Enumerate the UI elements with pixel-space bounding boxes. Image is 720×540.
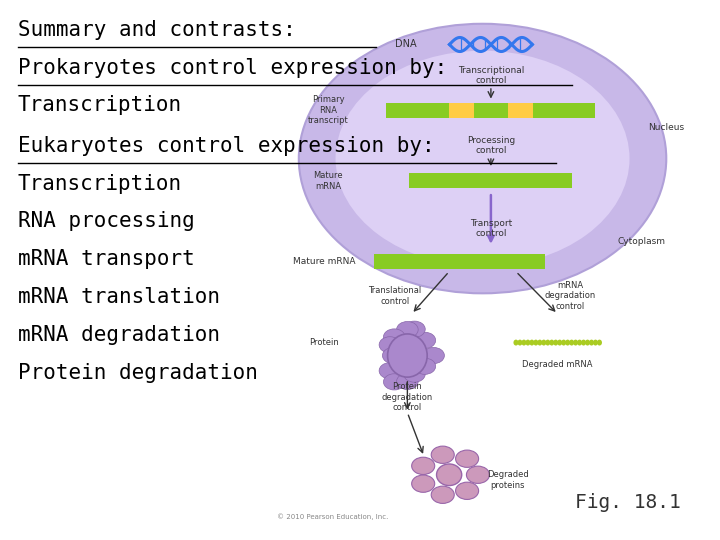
Ellipse shape <box>384 329 405 345</box>
Text: mRNA
degradation
control: mRNA degradation control <box>544 281 596 311</box>
Text: Mature
mRNA: Mature mRNA <box>313 171 343 191</box>
Text: mRNA transport: mRNA transport <box>18 249 194 269</box>
Text: Transcription: Transcription <box>18 173 182 194</box>
Bar <box>410 173 572 188</box>
Text: DNA: DNA <box>395 39 417 50</box>
Ellipse shape <box>384 374 405 390</box>
Text: Degraded mRNA: Degraded mRNA <box>523 360 593 369</box>
Ellipse shape <box>534 340 539 346</box>
Ellipse shape <box>569 340 574 346</box>
Ellipse shape <box>573 340 578 346</box>
Ellipse shape <box>537 340 542 346</box>
Text: Cytoplasm: Cytoplasm <box>617 237 665 246</box>
Ellipse shape <box>379 337 401 353</box>
Ellipse shape <box>565 340 570 346</box>
Ellipse shape <box>456 450 479 467</box>
Ellipse shape <box>397 373 418 389</box>
Text: Eukaryotes control expression by:: Eukaryotes control expression by: <box>18 136 435 156</box>
Ellipse shape <box>526 340 531 346</box>
Ellipse shape <box>467 466 490 483</box>
Ellipse shape <box>431 446 454 463</box>
Text: Protein: Protein <box>309 338 338 347</box>
Ellipse shape <box>597 340 602 346</box>
Text: Processing
control: Processing control <box>467 136 515 156</box>
Ellipse shape <box>387 334 427 377</box>
Ellipse shape <box>513 340 518 346</box>
Ellipse shape <box>593 340 598 346</box>
Text: Transcription: Transcription <box>18 95 182 116</box>
Ellipse shape <box>404 321 426 338</box>
Text: Fig. 18.1: Fig. 18.1 <box>575 493 680 512</box>
Ellipse shape <box>581 340 586 346</box>
Bar <box>449 103 474 118</box>
Ellipse shape <box>549 340 554 346</box>
Text: Prokaryotes control expression by:: Prokaryotes control expression by: <box>18 57 447 78</box>
Ellipse shape <box>545 340 550 346</box>
Ellipse shape <box>521 340 526 346</box>
Text: © 2010 Pearson Education, Inc.: © 2010 Pearson Education, Inc. <box>276 513 388 520</box>
Ellipse shape <box>436 464 462 485</box>
Bar <box>508 103 533 118</box>
Ellipse shape <box>589 340 594 346</box>
Ellipse shape <box>382 347 404 363</box>
Ellipse shape <box>379 363 401 379</box>
Ellipse shape <box>541 340 546 346</box>
Ellipse shape <box>553 340 558 346</box>
Ellipse shape <box>518 340 523 346</box>
Text: Mature mRNA: Mature mRNA <box>292 257 355 266</box>
Ellipse shape <box>456 482 479 500</box>
Text: Translational
control: Translational control <box>368 286 421 306</box>
Text: Summary and contrasts:: Summary and contrasts: <box>18 19 296 40</box>
Text: mRNA translation: mRNA translation <box>18 287 220 307</box>
Ellipse shape <box>404 366 426 382</box>
Ellipse shape <box>414 332 436 348</box>
Text: Nucleus: Nucleus <box>648 123 684 132</box>
Text: RNA processing: RNA processing <box>18 211 194 232</box>
Ellipse shape <box>336 51 629 266</box>
Bar <box>374 254 545 269</box>
Text: Transport
control: Transport control <box>469 219 512 238</box>
Text: Primary
RNA
transcript: Primary RNA transcript <box>307 96 348 125</box>
Text: Protein
degradation
control: Protein degradation control <box>382 382 433 412</box>
Ellipse shape <box>529 340 534 346</box>
Bar <box>387 103 595 118</box>
Ellipse shape <box>577 340 582 346</box>
Text: Degraded
proteins: Degraded proteins <box>487 470 528 490</box>
Ellipse shape <box>397 321 418 338</box>
Ellipse shape <box>412 475 435 492</box>
Text: mRNA degradation: mRNA degradation <box>18 325 220 345</box>
Text: Transcriptional
control: Transcriptional control <box>458 66 524 85</box>
Ellipse shape <box>431 486 454 503</box>
Text: Protein degradation: Protein degradation <box>18 362 258 383</box>
Ellipse shape <box>423 347 444 363</box>
Ellipse shape <box>412 457 435 475</box>
Ellipse shape <box>557 340 562 346</box>
Ellipse shape <box>414 358 436 374</box>
Ellipse shape <box>561 340 566 346</box>
Ellipse shape <box>299 24 666 293</box>
Ellipse shape <box>585 340 590 346</box>
